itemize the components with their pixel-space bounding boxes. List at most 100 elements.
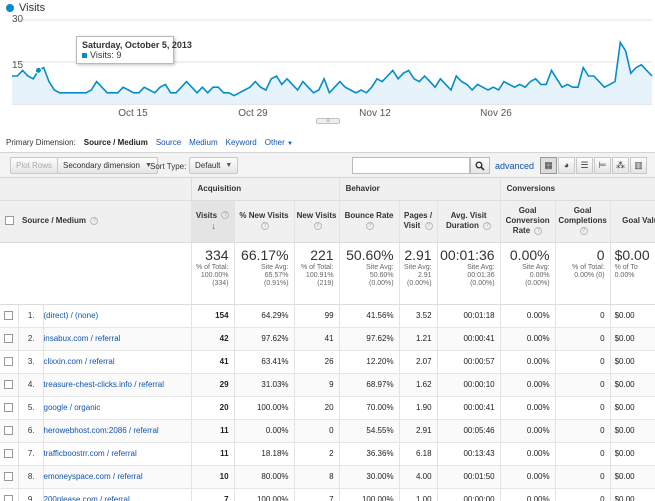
- row-source-link[interactable]: (direct) / (none): [43, 311, 99, 320]
- row-avg-duration: 00:00:57: [437, 350, 501, 374]
- row-avg-duration: 00:00:41: [437, 396, 501, 420]
- view-performance-button[interactable]: ☰: [576, 157, 593, 174]
- row-source-link[interactable]: emoneyspace.com / referral: [43, 472, 143, 481]
- secondary-dimension-dropdown[interactable]: Secondary dimension ▼: [57, 157, 158, 174]
- report-table: Acquisition Behavior Conversions Source …: [0, 178, 655, 501]
- primary-dimension-source-medium[interactable]: Source / Medium: [83, 138, 148, 147]
- row-goal-conv-rate: 0.00%: [500, 327, 556, 351]
- help-icon[interactable]: ?: [313, 221, 322, 230]
- primary-dimension-medium[interactable]: Medium: [189, 138, 218, 147]
- row-pages-visit: 6.18: [399, 442, 438, 466]
- total-pages-visit: 2.91 Site Avg: 2.91 (0.00%): [399, 242, 438, 305]
- table-toolbar: Plot Rows Secondary dimension ▼ Sort Typ…: [0, 152, 655, 178]
- plot-rows-button[interactable]: Plot Rows: [10, 157, 59, 174]
- table-search-input[interactable]: [352, 157, 470, 174]
- total-new-visits-pct-sub2: 65.57%: [264, 271, 289, 279]
- sort-type-dropdown[interactable]: Default ▼: [189, 157, 239, 174]
- help-icon[interactable]: ?: [90, 216, 99, 225]
- row-new-visits-pct: 80.00%: [234, 465, 295, 489]
- col-header-goal-completions[interactable]: Goal Completions ?: [555, 200, 611, 243]
- primary-dimension-source[interactable]: Source: [155, 138, 182, 147]
- visits-chart[interactable]: Visits 30 15 Oct 15 Oct 29 Nov 12 Nov 26…: [0, 0, 655, 125]
- x-tick-nov12: Nov 12: [359, 108, 391, 119]
- row-source-cell: 200please.com / referral: [43, 488, 192, 501]
- x-tick-nov26: Nov 26: [480, 108, 512, 119]
- col-header-new-visits-pct[interactable]: % New Visits ?: [234, 200, 295, 243]
- row-checkbox[interactable]: [4, 472, 14, 482]
- row-goal-value: $0.00: [610, 419, 655, 443]
- row-checkbox[interactable]: [4, 449, 14, 459]
- total-new-visits: 221 % of Total: 100.91% (219): [294, 242, 340, 305]
- row-source-link[interactable]: herowebhost.com:2086 / referral: [43, 426, 159, 435]
- row-new-visits: 41: [294, 327, 340, 351]
- row-checkbox[interactable]: [4, 334, 14, 344]
- chart-resize-handle[interactable]: ≡: [316, 118, 340, 124]
- primary-dimension-bar: Primary Dimension: Source / Medium Sourc…: [6, 138, 293, 147]
- total-avg-duration-sub1: Site Avg:: [467, 263, 495, 271]
- view-pivot-button[interactable]: ▥: [630, 157, 647, 174]
- row-goal-conv-rate: 0.00%: [500, 465, 556, 489]
- col-header-source-medium[interactable]: Source / Medium ?: [18, 200, 192, 243]
- help-icon[interactable]: ?: [261, 221, 270, 230]
- row-select-cell: [0, 488, 19, 501]
- row-goal-completions: 0: [555, 488, 611, 501]
- advanced-filter-link[interactable]: advanced: [495, 161, 535, 171]
- row-checkbox[interactable]: [4, 403, 14, 413]
- row-index: 8.: [18, 465, 44, 489]
- view-comparison-button[interactable]: ⊨: [594, 157, 611, 174]
- total-new-visits-sub3: (219): [317, 279, 334, 287]
- table-row: 3. clixxin.com / referral 41 63.41% 26 12.20%…: [0, 350, 655, 374]
- row-goal-completions: 0: [555, 373, 611, 397]
- hovered-data-point[interactable]: [34, 66, 42, 74]
- row-avg-duration: 00:00:10: [437, 373, 501, 397]
- row-source-link[interactable]: 200please.com / referral: [43, 495, 130, 501]
- col-header-goal-conv-rate[interactable]: Goal Conversion Rate ?: [500, 200, 556, 243]
- view-term-cloud-button[interactable]: ⁂: [612, 157, 629, 174]
- row-source-link[interactable]: google / organic: [43, 403, 101, 412]
- row-visits: 20: [191, 396, 235, 420]
- select-all-checkbox[interactable]: [4, 216, 14, 226]
- row-checkbox[interactable]: [4, 495, 14, 501]
- col-label-avg-duration: Avg. Visit Duration: [446, 211, 487, 230]
- help-icon[interactable]: ?: [579, 226, 588, 235]
- table-body: 1. (direct) / (none) 154 64.29% 99 41.56% 3.52…: [0, 304, 655, 501]
- total-new-visits-pct-value: 66.17%: [241, 246, 289, 263]
- row-source-link[interactable]: treasure-chest-clicks.info / referral: [43, 380, 164, 389]
- help-icon[interactable]: ?: [424, 221, 433, 230]
- primary-dimension-other[interactable]: Other ▼: [265, 138, 293, 147]
- table-row: 7. trafficboostrr.com / referral 11 18.18% 2…: [0, 442, 655, 466]
- row-source-link[interactable]: trafficboostrr.com / referral: [43, 449, 137, 458]
- help-icon[interactable]: ?: [534, 226, 543, 235]
- row-bounce-rate: 41.56%: [339, 304, 400, 328]
- row-checkbox[interactable]: [4, 357, 14, 367]
- col-header-visits[interactable]: Visits ? ↓: [191, 200, 235, 243]
- row-goal-conv-rate: 0.00%: [500, 373, 556, 397]
- col-header-goal-value[interactable]: Goal Value: [610, 200, 655, 243]
- row-new-visits-pct: 100.00%: [234, 488, 295, 501]
- search-button[interactable]: [470, 157, 490, 174]
- help-icon[interactable]: ?: [483, 221, 492, 230]
- row-source-cell: emoneyspace.com / referral: [43, 465, 192, 489]
- primary-dimension-keyword[interactable]: Keyword: [225, 138, 257, 147]
- col-header-pages-visit[interactable]: Pages / Visit ?: [399, 200, 438, 243]
- row-visits: 10: [191, 465, 235, 489]
- col-header-bounce-rate[interactable]: Bounce Rate ?: [339, 200, 400, 243]
- row-checkbox[interactable]: [4, 311, 14, 321]
- row-select-cell: [0, 442, 19, 466]
- view-data-table-button[interactable]: ▦: [540, 157, 557, 174]
- help-icon[interactable]: ?: [221, 211, 230, 220]
- total-bounce-rate-sub1: Site Avg:: [366, 263, 394, 271]
- row-goal-value: $0.00: [610, 488, 655, 501]
- total-pages-visit-sub1: Site Avg:: [404, 263, 432, 271]
- col-header-new-visits[interactable]: New Visits ?: [294, 200, 340, 243]
- row-checkbox[interactable]: [4, 380, 14, 390]
- row-source-link[interactable]: insabux.com / referral: [43, 334, 121, 343]
- help-icon[interactable]: ?: [366, 221, 375, 230]
- row-bounce-rate: 36.36%: [339, 442, 400, 466]
- col-header-avg-duration[interactable]: Avg. Visit Duration ?: [437, 200, 501, 243]
- total-goal-conv-rate-value: 0.00%: [509, 246, 550, 263]
- row-source-link[interactable]: clixxin.com / referral: [43, 357, 115, 366]
- view-percentage-button[interactable]: ◕: [558, 157, 575, 174]
- row-checkbox[interactable]: [4, 426, 14, 436]
- chevron-down-icon: ▼: [144, 162, 152, 169]
